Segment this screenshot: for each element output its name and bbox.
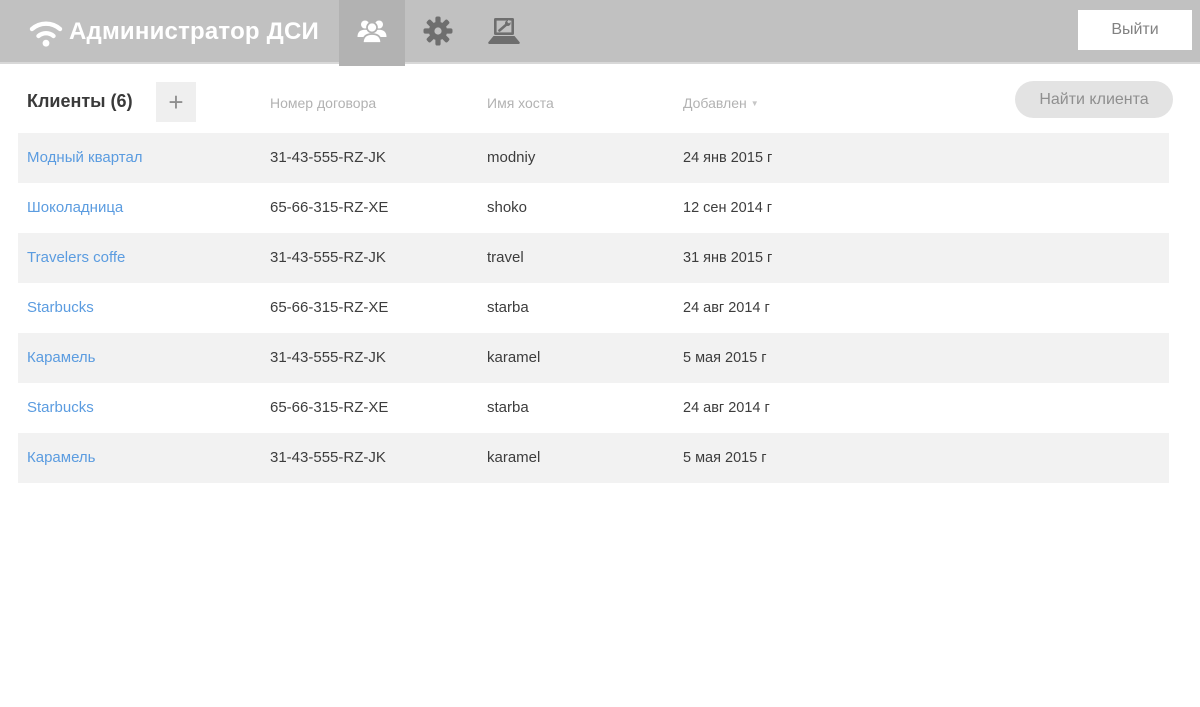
cell-contract: 65-66-315-RZ-XE xyxy=(270,299,389,316)
cell-host: karamel xyxy=(487,349,541,366)
find-client-button[interactable]: Найти клиента xyxy=(1015,81,1173,118)
client-name-link[interactable]: Карамель xyxy=(27,449,96,466)
table-row: Travelers coffe 31-43-555-RZ-JK travel 31 я… xyxy=(18,233,1169,283)
cell-added: 24 авг 2014 г xyxy=(683,400,770,416)
cell-host: shoko xyxy=(487,199,528,216)
cell-contract: 65-66-315-RZ-XE xyxy=(270,399,389,416)
table-row: Starbucks 65-66-315-RZ-XE starba 24 авг 201… xyxy=(18,283,1169,333)
add-client-button[interactable]: + xyxy=(156,82,196,122)
table-row: Шоколадница 65-66-315-RZ-XE shoko 12 сен 20… xyxy=(18,183,1169,233)
gear-icon xyxy=(423,16,453,51)
client-name-link[interactable]: Шоколадница xyxy=(27,199,124,216)
cell-host: travel xyxy=(487,249,524,266)
cell-added: 5 мая 2015 г xyxy=(683,350,767,366)
cell-contract: 31-43-555-RZ-JK xyxy=(270,449,386,466)
cell-contract: 31-43-555-RZ-JK xyxy=(270,349,386,366)
people-icon xyxy=(356,17,388,49)
cell-host: karamel xyxy=(487,449,541,466)
table-row: Модный квартал 31-43-555-RZ-JK modniy 24 ян… xyxy=(18,133,1169,183)
app-logo: Администратор ДСИ xyxy=(26,0,319,64)
cell-contract: 65-66-315-RZ-XE xyxy=(270,199,389,216)
cell-added: 24 авг 2014 г xyxy=(683,300,770,316)
column-header-added-label: Добавлен xyxy=(683,95,747,111)
tab-settings[interactable] xyxy=(405,0,471,66)
table-row: Карамель 31-43-555-RZ-JK karamel 5 мая 2015… xyxy=(18,333,1169,383)
cell-added: 24 янв 2015 г xyxy=(683,150,773,166)
cell-host: starba xyxy=(487,299,529,316)
main-nav xyxy=(339,0,537,66)
client-name-link[interactable]: Карамель xyxy=(27,349,96,366)
cell-added: 31 янв 2015 г xyxy=(683,250,773,266)
page-title: Клиенты (6) xyxy=(27,91,133,111)
sort-desc-icon: ▼ xyxy=(750,99,759,108)
wifi-icon xyxy=(26,15,66,49)
tab-clients[interactable] xyxy=(339,0,405,66)
client-name-link[interactable]: Travelers coffe xyxy=(27,249,126,266)
cell-host: modniy xyxy=(487,149,536,166)
topbar: Администратор ДСИ xyxy=(0,0,1200,66)
table-row: Starbucks 65-66-315-RZ-XE starba 24 авг 201… xyxy=(18,383,1169,433)
cell-added: 12 сен 2014 г xyxy=(683,200,773,216)
app-title: Администратор ДСИ xyxy=(69,18,319,45)
laptop-wrench-icon xyxy=(486,16,522,51)
client-name-link[interactable]: Starbucks xyxy=(27,399,94,416)
cell-contract: 31-43-555-RZ-JK xyxy=(270,149,386,166)
client-name-link[interactable]: Модный квартал xyxy=(27,149,143,166)
cell-added: 5 мая 2015 г xyxy=(683,450,767,466)
cell-host: starba xyxy=(487,399,529,416)
tab-devices[interactable] xyxy=(471,0,537,66)
column-header-host: Имя хоста xyxy=(487,95,554,111)
client-name-link[interactable]: Starbucks xyxy=(27,299,94,316)
clients-table: Модный квартал 31-43-555-RZ-JK modniy 24 ян… xyxy=(18,133,1169,483)
table-row: Карамель 31-43-555-RZ-JK karamel 5 мая 2015… xyxy=(18,433,1169,483)
column-header-contract: Номер договора xyxy=(270,95,377,111)
cell-contract: 31-43-555-RZ-JK xyxy=(270,249,386,266)
column-header-added[interactable]: Добавлен ▼ xyxy=(683,95,759,111)
logout-button[interactable]: Выйти xyxy=(1078,10,1192,50)
